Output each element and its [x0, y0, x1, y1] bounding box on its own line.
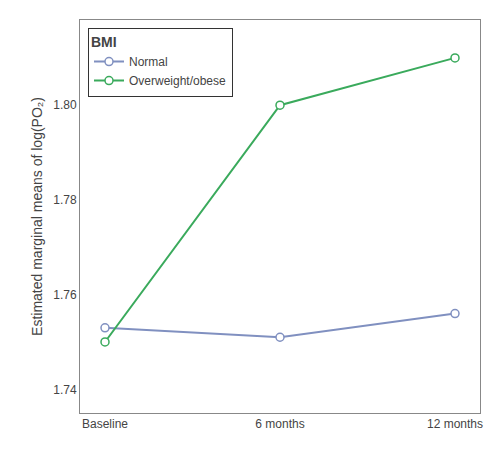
svg-text:1.80: 1.80 [53, 98, 77, 112]
svg-text:1.76: 1.76 [53, 288, 77, 302]
svg-text:12 months: 12 months [427, 417, 483, 431]
svg-text:Normal: Normal [129, 55, 168, 69]
svg-text:Overweight/obese: Overweight/obese [129, 74, 226, 88]
svg-text:Estimated marginal means of lo: Estimated marginal means of log(PO₂) [29, 97, 45, 336]
svg-text:1.74: 1.74 [53, 383, 77, 397]
svg-text:1.78: 1.78 [53, 193, 77, 207]
svg-text:Baseline: Baseline [82, 417, 128, 431]
svg-text:6 months: 6 months [255, 417, 304, 431]
svg-text:BMI: BMI [91, 34, 117, 50]
